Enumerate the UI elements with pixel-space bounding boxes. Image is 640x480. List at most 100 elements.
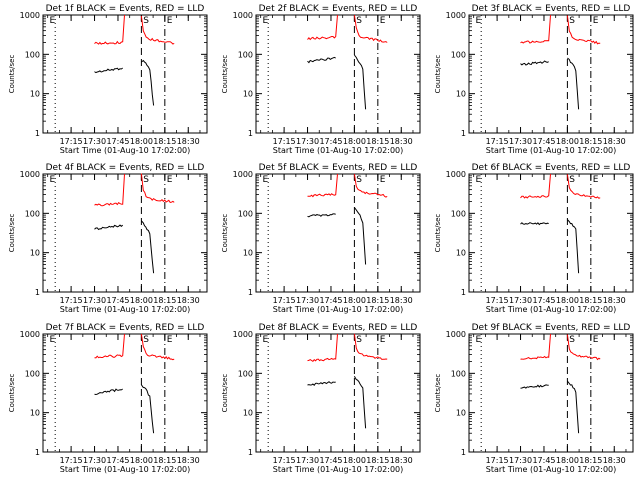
time-marker-label: E	[167, 335, 173, 345]
time-marker-label: E	[50, 335, 56, 345]
y-tick-label: 100	[25, 50, 40, 59]
plot-frame	[255, 333, 421, 453]
events-series-line	[94, 224, 124, 231]
y-axis-label: Counts/sec	[434, 374, 442, 413]
x-tick-label: 18:15	[366, 456, 389, 465]
lld-series-line	[520, 14, 551, 44]
lld-series-line	[307, 333, 338, 362]
panel-5: Det 5f BLACK = Events, RED = LLD 1 10 100 10…	[221, 163, 421, 314]
y-tick-label: 1	[248, 288, 253, 297]
panel-title: Det 1f BLACK = Events, RED = LLD	[46, 4, 205, 14]
lld-series-line	[94, 333, 125, 359]
y-tick-label: 100	[25, 209, 40, 218]
panel-title: Det 4f BLACK = Events, RED = LLD	[46, 163, 205, 173]
lld-series-line	[94, 173, 125, 207]
panel-4: Det 4f BLACK = Events, RED = LLD 1 10 100 10…	[8, 163, 208, 314]
plot-frame	[255, 173, 421, 293]
x-tick-label: 17:45	[532, 456, 555, 465]
time-marker-label: S	[569, 335, 575, 345]
x-tick-label: 18:30	[177, 296, 200, 305]
x-tick-label: 18:30	[390, 137, 413, 146]
lld-series-line	[353, 15, 388, 43]
events-series-line	[520, 384, 549, 389]
x-tick-label: 18:00	[130, 296, 153, 305]
y-axis-label: Counts/sec	[221, 374, 229, 413]
x-axis-label: Start Time (01-Aug-10 17:02:00)	[60, 465, 191, 474]
y-tick-label: 1000	[20, 11, 40, 20]
x-tick-label: 18:30	[603, 456, 626, 465]
panel-3: Det 3f BLACK = Events, RED = LLD 1 10 100 10…	[434, 4, 634, 155]
y-tick-label: 10	[456, 90, 466, 99]
y-tick-label: 100	[238, 209, 253, 218]
y-tick-label: 10	[243, 249, 253, 258]
y-tick-label: 100	[451, 50, 466, 59]
lld-series-line	[566, 174, 601, 199]
y-axis-label: Counts/sec	[434, 214, 442, 253]
events-series-line	[141, 220, 155, 274]
x-axis-label: Start Time (01-Aug-10 17:02:00)	[60, 305, 191, 314]
time-marker-label: S	[356, 175, 362, 185]
panel-2: Det 2f BLACK = Events, RED = LLD 1 10 100 10…	[221, 4, 421, 155]
x-tick-label: 18:30	[177, 137, 200, 146]
x-axis-label: Start Time (01-Aug-10 17:02:00)	[486, 146, 617, 155]
panel-title: Det 5f BLACK = Events, RED = LLD	[259, 163, 418, 173]
x-tick-label: 18:30	[603, 296, 626, 305]
y-tick-label: 1	[35, 129, 40, 138]
y-axis-label: Counts/sec	[8, 214, 16, 253]
lld-series-line	[94, 14, 125, 45]
y-tick-label: 1000	[446, 330, 466, 339]
panel-9: Det 9f BLACK = Events, RED = LLD 1 10 100 10…	[434, 323, 634, 474]
time-marker-label: E	[50, 175, 56, 185]
y-tick-label: 100	[238, 50, 253, 59]
x-axis-label: Start Time (01-Aug-10 17:02:00)	[273, 146, 404, 155]
x-tick-label: 17:15	[60, 137, 83, 146]
y-tick-label: 1	[35, 448, 40, 457]
time-marker-label: E	[476, 16, 482, 26]
time-marker-label: E	[476, 335, 482, 345]
time-marker-label: S	[143, 16, 149, 26]
events-series-line	[567, 57, 580, 110]
y-tick-label: 10	[30, 90, 40, 99]
time-marker-label: E	[380, 16, 386, 26]
y-tick-label: 100	[451, 209, 466, 218]
x-tick-label: 17:15	[273, 456, 296, 465]
y-tick-label: 1000	[20, 330, 40, 339]
events-series-line	[567, 380, 580, 434]
x-tick-label: 17:45	[319, 296, 342, 305]
x-tick-label: 17:15	[486, 137, 509, 146]
events-series-line	[353, 375, 367, 429]
y-tick-label: 1000	[233, 330, 253, 339]
time-marker-label: S	[356, 16, 362, 26]
x-axis-label: Start Time (01-Aug-10 17:02:00)	[273, 465, 404, 474]
x-tick-label: 17:45	[319, 456, 342, 465]
panel-1: Det 1f BLACK = Events, RED = LLD 1 10 100 10…	[8, 4, 208, 155]
lld-series-line	[520, 333, 551, 360]
x-tick-label: 17:30	[83, 296, 106, 305]
x-tick-label: 17:45	[106, 296, 129, 305]
y-tick-label: 10	[243, 409, 253, 418]
lld-series-line	[566, 334, 601, 361]
x-axis-label: Start Time (01-Aug-10 17:02:00)	[486, 305, 617, 314]
events-series-line	[520, 60, 549, 66]
x-tick-label: 17:45	[532, 137, 555, 146]
x-tick-label: 17:30	[296, 137, 319, 146]
time-marker-label: E	[167, 16, 173, 26]
y-axis-label: Counts/sec	[8, 55, 16, 94]
lld-series-line	[140, 15, 175, 45]
x-tick-label: 18:15	[366, 137, 389, 146]
x-tick-label: 18:30	[390, 296, 413, 305]
plot-frame	[468, 173, 634, 293]
time-marker-label: E	[380, 175, 386, 185]
y-tick-label: 1000	[233, 170, 253, 179]
x-tick-label: 17:45	[106, 137, 129, 146]
x-tick-label: 18:30	[603, 137, 626, 146]
time-marker-label: S	[569, 16, 575, 26]
panel-title: Det 3f BLACK = Events, RED = LLD	[472, 4, 631, 14]
time-marker-label: E	[263, 175, 269, 185]
y-tick-label: 10	[456, 249, 466, 258]
plot-frame	[42, 14, 208, 134]
events-series-line	[94, 67, 123, 74]
time-marker-label: E	[380, 335, 386, 345]
y-axis-label: Counts/sec	[221, 214, 229, 253]
